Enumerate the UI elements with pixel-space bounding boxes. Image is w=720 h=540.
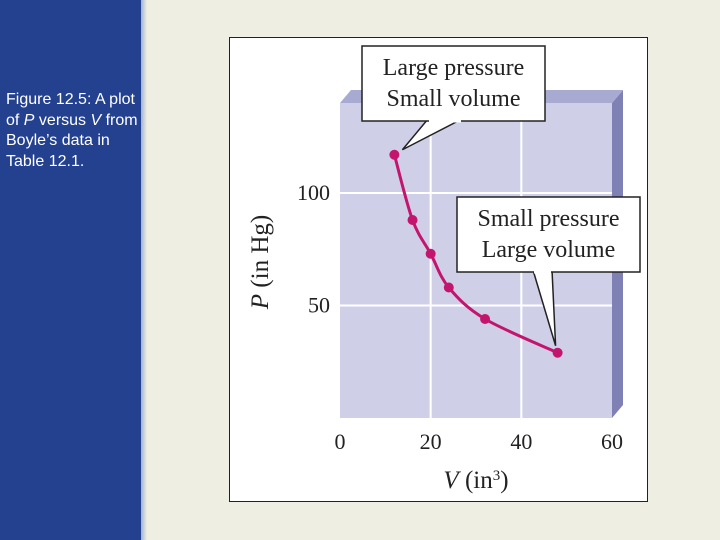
data-point xyxy=(552,347,563,358)
y-tick-label: 50 xyxy=(308,293,330,318)
x-tick-label: 0 xyxy=(335,429,346,454)
data-point xyxy=(407,215,418,225)
side-panel xyxy=(0,0,141,540)
x-axis-title: V (in3) xyxy=(443,467,508,494)
pressure-volume-curve xyxy=(392,154,559,355)
figure-caption: Figure 12.5: A plot of P versus V from B… xyxy=(6,91,138,170)
callout-text: Large volume xyxy=(482,237,616,263)
side-panel-edge xyxy=(141,0,147,540)
x-tick-label: 20 xyxy=(420,429,442,454)
x-tick-label: 40 xyxy=(510,429,532,454)
callout-box xyxy=(456,196,641,273)
y-axis-title: P (in Hg) xyxy=(247,215,274,310)
data-point xyxy=(425,248,436,259)
data-point xyxy=(480,314,491,324)
callout-text: Small pressure xyxy=(478,206,620,232)
data-point xyxy=(389,149,400,160)
callout-text: Small volume xyxy=(387,86,521,112)
callout-text: Large pressure xyxy=(383,55,525,81)
x-tick-label: 60 xyxy=(601,429,623,454)
y-tick-label: 100 xyxy=(297,180,330,205)
data-point xyxy=(443,282,454,293)
callout-box xyxy=(361,45,546,122)
